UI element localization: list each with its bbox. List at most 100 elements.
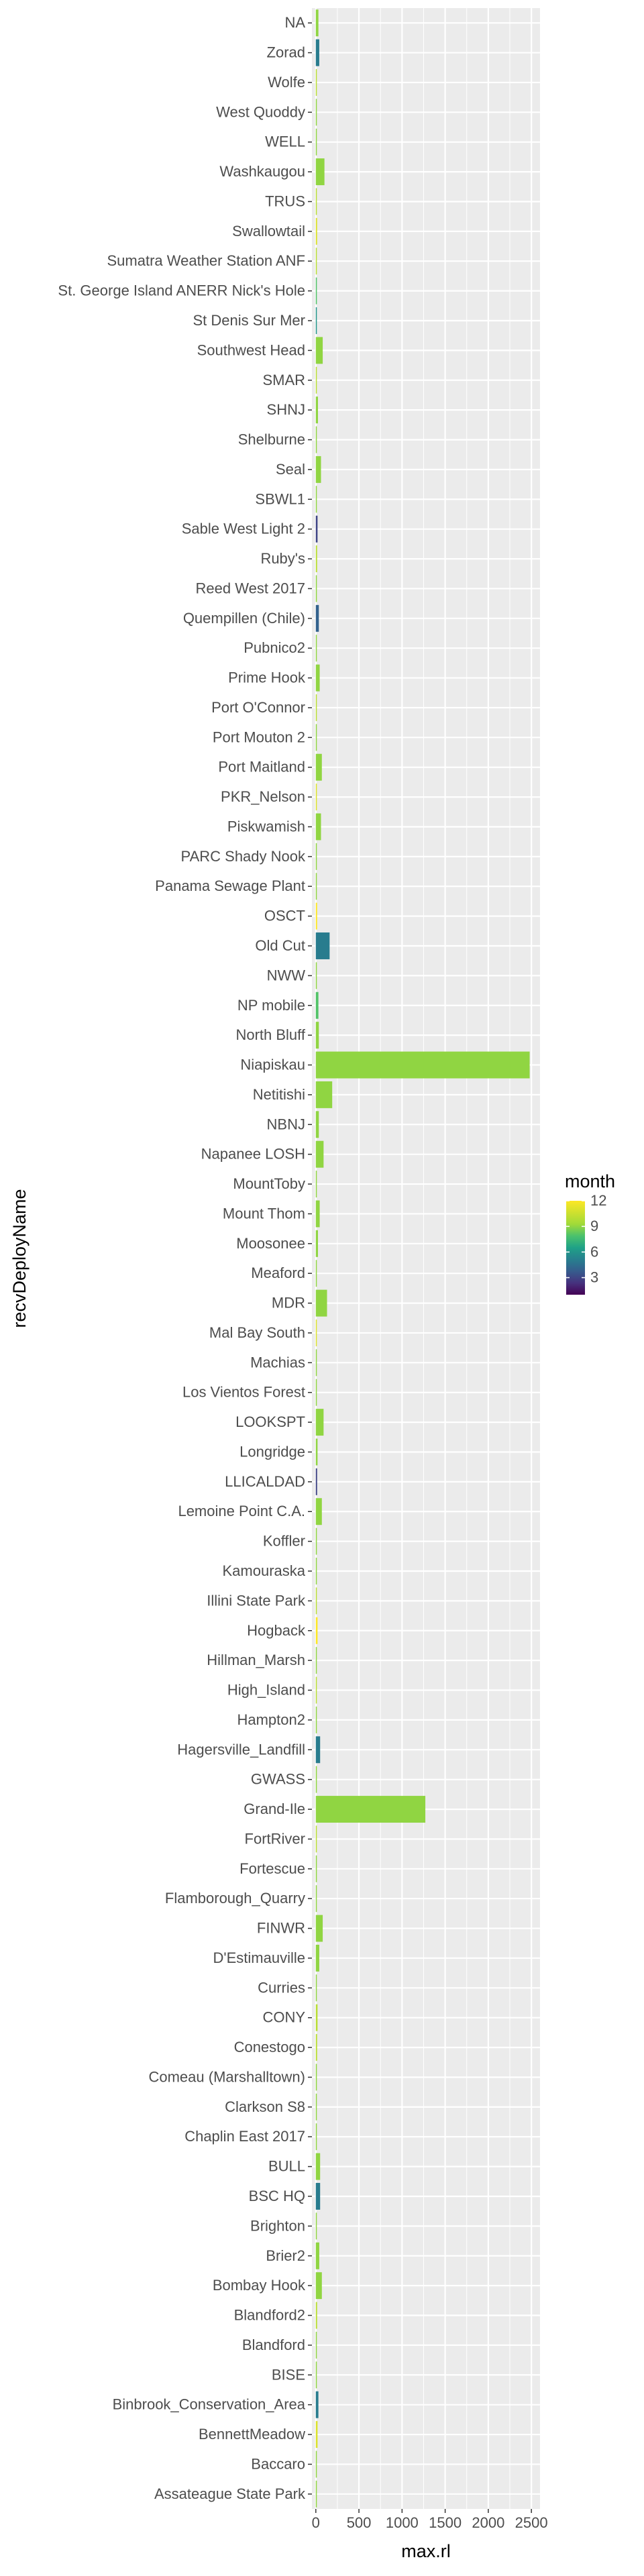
bar <box>315 366 317 394</box>
bar <box>315 724 317 751</box>
y-tick-label: LOOKSPT <box>235 1413 305 1430</box>
y-tick-label: Quempillen (Chile) <box>183 610 305 627</box>
y-tick-label: Grand-Ile <box>244 1801 305 1817</box>
bar <box>315 1587 317 1615</box>
bar <box>315 9 319 37</box>
y-tick-label: Flamborough_Quarry <box>165 1890 305 1907</box>
bar <box>315 1647 317 1674</box>
bar <box>315 1736 321 1764</box>
y-tick-label: Assateague State Park <box>154 2485 306 2502</box>
y-tick-label: NWW <box>267 967 306 983</box>
y-tick-label: TRUS <box>265 193 305 209</box>
x-tick-label: 0 <box>312 2514 320 2531</box>
bar <box>315 2331 317 2359</box>
y-tick-label: Hampton2 <box>237 1711 305 1728</box>
y-tick-label: Koffler <box>263 1533 305 1550</box>
bar <box>315 1468 317 1495</box>
y-tick-label: Comeau (Marshalltown) <box>148 2068 305 2085</box>
bar <box>315 99 317 126</box>
legend-colorbar <box>566 1201 585 1295</box>
x-tick-label: 2000 <box>472 2514 504 2531</box>
bar <box>315 1558 317 1585</box>
y-tick-label: MountToby <box>233 1175 305 1192</box>
bar <box>315 843 317 870</box>
y-tick-label: Binbrook_Conservation_Area <box>113 2396 306 2413</box>
bar <box>315 515 318 543</box>
y-tick-label: Brier2 <box>266 2247 305 2264</box>
bar <box>315 2272 322 2300</box>
y-tick-label: Lemoine Point C.A. <box>178 1503 305 1519</box>
major-gridlines <box>312 8 540 2509</box>
y-tick-label: High_Island <box>227 1682 305 1699</box>
y-tick-label: Wolfe <box>268 74 305 91</box>
legend-title: month <box>565 1171 615 1191</box>
x-axis-title: max.rl <box>401 2541 451 2561</box>
y-tick-label: CONY <box>262 2009 305 2026</box>
bar <box>315 991 319 1019</box>
y-tick-label: Fortescue <box>239 1860 305 1877</box>
y-tick-label: Longridge <box>239 1443 305 1460</box>
bar <box>315 1438 318 1466</box>
bar <box>315 1706 317 1733</box>
bar <box>315 1825 317 1853</box>
bar <box>315 2034 317 2061</box>
y-tick-label: BULL <box>268 2158 305 2175</box>
y-tick-label: WELL <box>265 133 305 150</box>
bar <box>315 2212 317 2240</box>
y-tick-label: Sumatra Weather Station ANF <box>107 252 305 269</box>
y-tick-label: Hogback <box>247 1622 306 1639</box>
bar <box>315 1319 317 1346</box>
y-tick-label: LLICALDAD <box>225 1473 305 1490</box>
minor-gridlines <box>337 8 511 2509</box>
bar <box>315 1022 319 1049</box>
y-tick-label: North Bluff <box>235 1026 305 1043</box>
plot-panel <box>312 8 540 2509</box>
y-tick-label: Illini State Park <box>207 1592 306 1609</box>
y-tick-label: OSCT <box>264 908 305 924</box>
y-tick-label: Zorad <box>267 44 305 61</box>
legend-tick-label: 9 <box>590 1218 598 1234</box>
y-tick-label: Machias <box>250 1354 305 1371</box>
y-axis-ticks <box>308 22 312 2495</box>
bar <box>315 2093 317 2121</box>
y-tick-label: Panama Sewage Plant <box>155 877 305 894</box>
y-tick-label: Pubnico2 <box>244 639 305 656</box>
legend: month 3 6 9 12 <box>565 1171 615 1295</box>
y-tick-label: NP mobile <box>237 997 305 1014</box>
bar <box>315 784 317 811</box>
bar <box>315 1796 426 1823</box>
y-tick-label: SBWL1 <box>255 490 305 507</box>
y-tick-label: Hagersville_Landfill <box>177 1741 305 1758</box>
legend-ticks: 3 6 9 12 <box>566 1192 606 1286</box>
y-tick-label: Blandford2 <box>234 2307 305 2324</box>
bar <box>315 337 323 364</box>
y-tick-label: Reed West 2017 <box>196 580 305 596</box>
bar <box>315 1766 317 1793</box>
bar <box>315 753 322 781</box>
bar <box>315 1171 317 1198</box>
y-tick-label: BISE <box>272 2366 305 2383</box>
bar <box>315 307 317 334</box>
y-tick-label: BennettMeadow <box>199 2426 305 2443</box>
y-tick-label: PARC Shady Nook <box>181 848 306 865</box>
y-tick-label: St. George Island ANERR Nick's Hole <box>58 282 305 299</box>
x-axis-ticks <box>315 2509 532 2513</box>
bar <box>315 932 330 959</box>
bar <box>315 2004 318 2031</box>
bar <box>315 902 317 930</box>
x-tick-label: 1500 <box>429 2514 462 2531</box>
legend-tick-label: 3 <box>590 1269 598 1286</box>
bar <box>315 2123 317 2151</box>
bar <box>315 1855 317 1882</box>
y-tick-label: MDR <box>272 1295 305 1311</box>
bar <box>315 128 317 156</box>
y-tick-label: Niapiskau <box>240 1057 305 1073</box>
bar <box>315 873 317 900</box>
bar <box>315 158 325 186</box>
y-tick-label: Netitishi <box>253 1086 305 1103</box>
bar <box>315 188 317 215</box>
bar <box>315 962 317 989</box>
bar <box>315 1230 318 1257</box>
bar <box>315 1051 530 1079</box>
y-tick-label: St Denis Sur Mer <box>193 312 306 329</box>
